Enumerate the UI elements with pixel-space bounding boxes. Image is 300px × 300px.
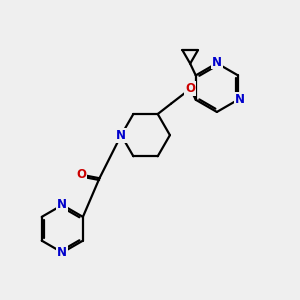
Text: N: N: [236, 93, 245, 106]
Text: O: O: [76, 168, 86, 181]
Text: N: N: [57, 199, 67, 212]
Text: O: O: [185, 82, 195, 95]
Text: N: N: [57, 246, 67, 259]
Text: N: N: [116, 129, 126, 142]
Text: N: N: [212, 56, 222, 68]
